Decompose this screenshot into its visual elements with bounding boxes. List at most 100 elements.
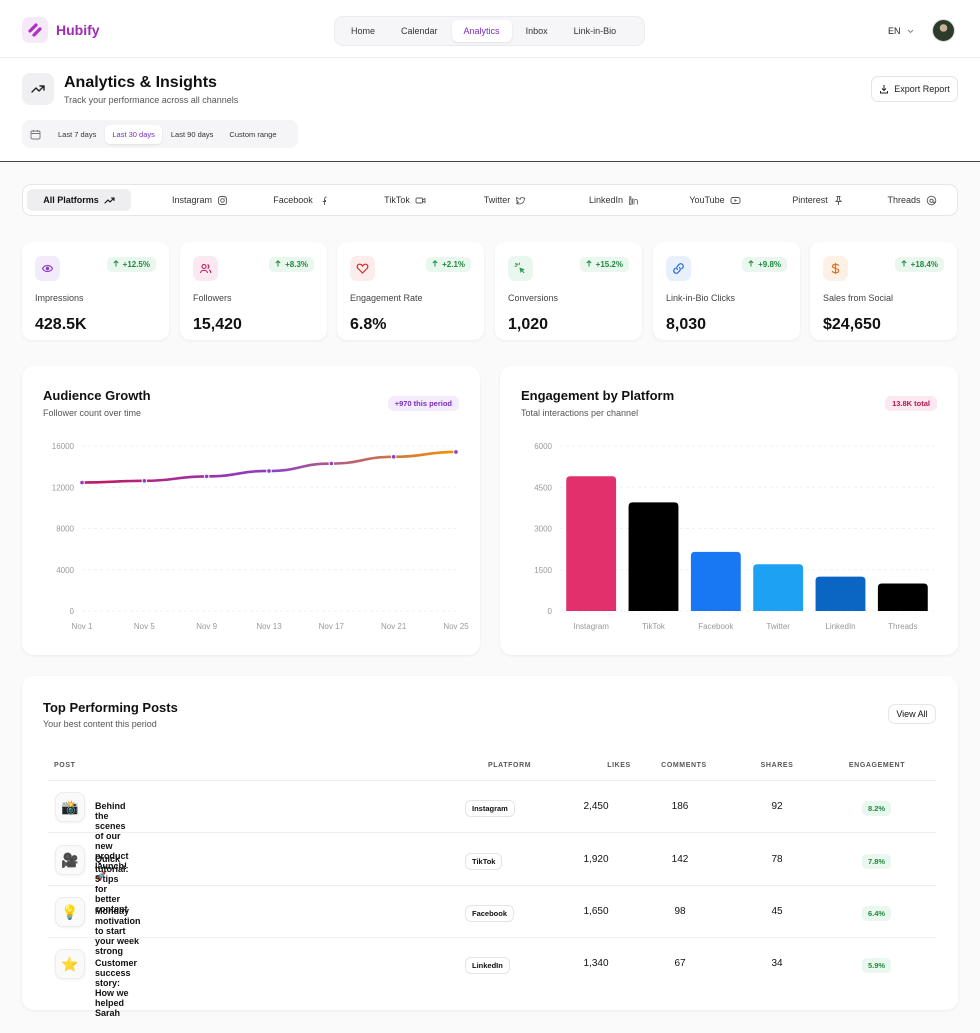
tab-label: Threads: [887, 195, 921, 205]
top-bar: Hubify Home Calendar Analytics Inbox Link-in…: [0, 0, 980, 58]
stat-value: 1,020: [508, 316, 549, 333]
stat-label: Followers: [193, 293, 232, 303]
stat-label: Impressions: [35, 293, 84, 303]
stat-label: Link-in-Bio Clicks: [666, 293, 736, 303]
star-icon: ⭐: [55, 949, 85, 979]
post-title: Customer success story: How we helped Sa…: [95, 958, 138, 1018]
tab-pinterest[interactable]: Pinterest: [773, 189, 863, 211]
x-tick-label: Instagram: [573, 622, 609, 631]
y-tick-label: 6000: [534, 442, 552, 451]
stat-value: 6.8%: [350, 316, 387, 333]
language-label: EN: [888, 26, 901, 36]
tab-twitter[interactable]: Twitter: [459, 189, 551, 211]
column-header-post[interactable]: POST: [54, 762, 76, 769]
instagram-icon: [218, 195, 227, 205]
avatar[interactable]: [932, 19, 955, 42]
change-badge: +12.5%: [106, 257, 156, 272]
column-header-comments[interactable]: COMMENTS: [661, 762, 707, 769]
bar-threads: [877, 583, 928, 611]
arrow-up-icon: [432, 260, 438, 267]
tab-facebook[interactable]: Facebook: [255, 189, 347, 211]
divider: [48, 832, 936, 833]
tab-label: YouTube: [689, 195, 725, 205]
youtube-icon: [730, 196, 741, 204]
nav-item-home[interactable]: Home: [351, 26, 376, 36]
nav-item-inbox[interactable]: Inbox: [525, 26, 548, 36]
linkedin-icon: [629, 195, 638, 205]
stat-label: Engagement Rate: [350, 293, 423, 303]
x-tick-label: Nov 21: [381, 622, 407, 631]
data-point: [453, 449, 459, 455]
tab-all-platforms[interactable]: All Platforms: [27, 189, 131, 211]
y-tick-label: 1500: [534, 566, 552, 575]
export-report-button[interactable]: Export Report: [871, 76, 958, 102]
stat-label: Sales from Social: [823, 293, 894, 303]
engagement-platform-badge: 13.8K total: [885, 396, 937, 411]
stat-card-engagement-rate: +2.1% Engagement Rate 6.8%: [337, 242, 484, 340]
range-last-7-days[interactable]: Last 7 days: [58, 129, 97, 139]
stat-card-sales-from-social: +18.4% Sales from Social $24,650: [810, 242, 957, 340]
tab-linkedin[interactable]: LinkedIn: [563, 189, 665, 211]
x-tick-label: Facebook: [698, 622, 734, 631]
change-badge: +2.1%: [426, 257, 471, 272]
range-last-30-days[interactable]: Last 30 days: [105, 124, 162, 144]
bar-facebook: [690, 551, 741, 611]
likes-value: 1,340: [583, 958, 609, 969]
heart-icon: [350, 256, 375, 281]
stat-card-followers: +8.3% Followers 15,420: [180, 242, 327, 340]
arrow-up-icon: [113, 260, 119, 267]
range-last-90-days[interactable]: Last 90 days: [170, 129, 214, 139]
view-all-button[interactable]: View All: [888, 704, 936, 724]
column-header-shares[interactable]: SHARES: [760, 762, 794, 769]
page-title: Analytics & Insights: [64, 74, 217, 91]
stat-value: 428.5K: [35, 316, 87, 333]
logo-icon: [22, 17, 48, 43]
tab-threads[interactable]: Threads: [871, 189, 953, 211]
bar-tiktok: [628, 502, 679, 611]
nav-item-link-in-bio[interactable]: Link-in-Bio: [573, 26, 617, 36]
divider: [48, 885, 936, 886]
x-tick-label: Nov 17: [319, 622, 345, 631]
divider: [48, 780, 936, 781]
post-title: Quick tutorial: 5 tips for better conten…: [95, 854, 129, 914]
threads-icon: [926, 195, 936, 205]
twitter-icon: [516, 196, 526, 204]
column-header-engagement[interactable]: ENGAGEMENT: [848, 762, 906, 769]
x-tick-label: Nov 25: [443, 622, 469, 631]
divider: [48, 937, 936, 938]
engagement-platform-title: Engagement by Platform: [521, 388, 675, 403]
tab-label: Instagram: [171, 195, 213, 205]
column-header-platform[interactable]: PLATFORM: [488, 762, 532, 769]
engagement-badge: 7.8%: [862, 854, 892, 869]
tab-tiktok[interactable]: TikTok: [359, 189, 451, 211]
top-posts-subtitle: Your best content this period: [43, 719, 157, 729]
facebook-icon: [322, 196, 327, 205]
platform-badge: LinkedIn: [465, 957, 510, 974]
main-nav: Home Calendar Analytics Inbox Link-in-Bio: [334, 16, 645, 46]
column-header-likes[interactable]: LIKES: [607, 762, 631, 769]
tab-instagram[interactable]: Instagram: [153, 189, 247, 211]
nav-item-analytics[interactable]: Analytics: [451, 20, 512, 42]
stat-card-link-in-bio-clicks: +9.8% Link-in-Bio Clicks 8,030: [653, 242, 800, 340]
change-badge: +18.4%: [894, 257, 944, 272]
data-point: [328, 460, 335, 467]
y-tick-label: 4000: [56, 566, 74, 575]
language-selector[interactable]: EN: [888, 26, 914, 36]
engagement-platform-chart: 0 1500 3000 4500 6000 Instagram TikTok Facebook…: [534, 442, 934, 631]
change-value: +12.5%: [122, 260, 150, 269]
audience-growth-chart: 0 4000 8000 12000 16000 Nov 1 Nov 5 Nov 9 Nov 13…: [52, 442, 469, 631]
download-icon: [880, 85, 889, 94]
range-custom-range[interactable]: Custom range: [229, 129, 277, 139]
change-badge: +9.8%: [742, 257, 787, 272]
video-camera-icon: 🎥: [55, 845, 85, 875]
app-logo[interactable]: Hubify: [22, 17, 100, 43]
y-tick-label: 16000: [52, 442, 75, 451]
comments-value: 98: [674, 906, 686, 917]
tab-youtube[interactable]: YouTube: [663, 189, 767, 211]
platform-badge: Instagram: [465, 800, 515, 817]
likes-value: 1,650: [583, 906, 609, 917]
bar-linkedin: [815, 576, 866, 611]
y-tick-label: 0: [548, 607, 553, 616]
x-tick-label: LinkedIn: [825, 622, 855, 631]
nav-item-calendar[interactable]: Calendar: [401, 26, 438, 36]
